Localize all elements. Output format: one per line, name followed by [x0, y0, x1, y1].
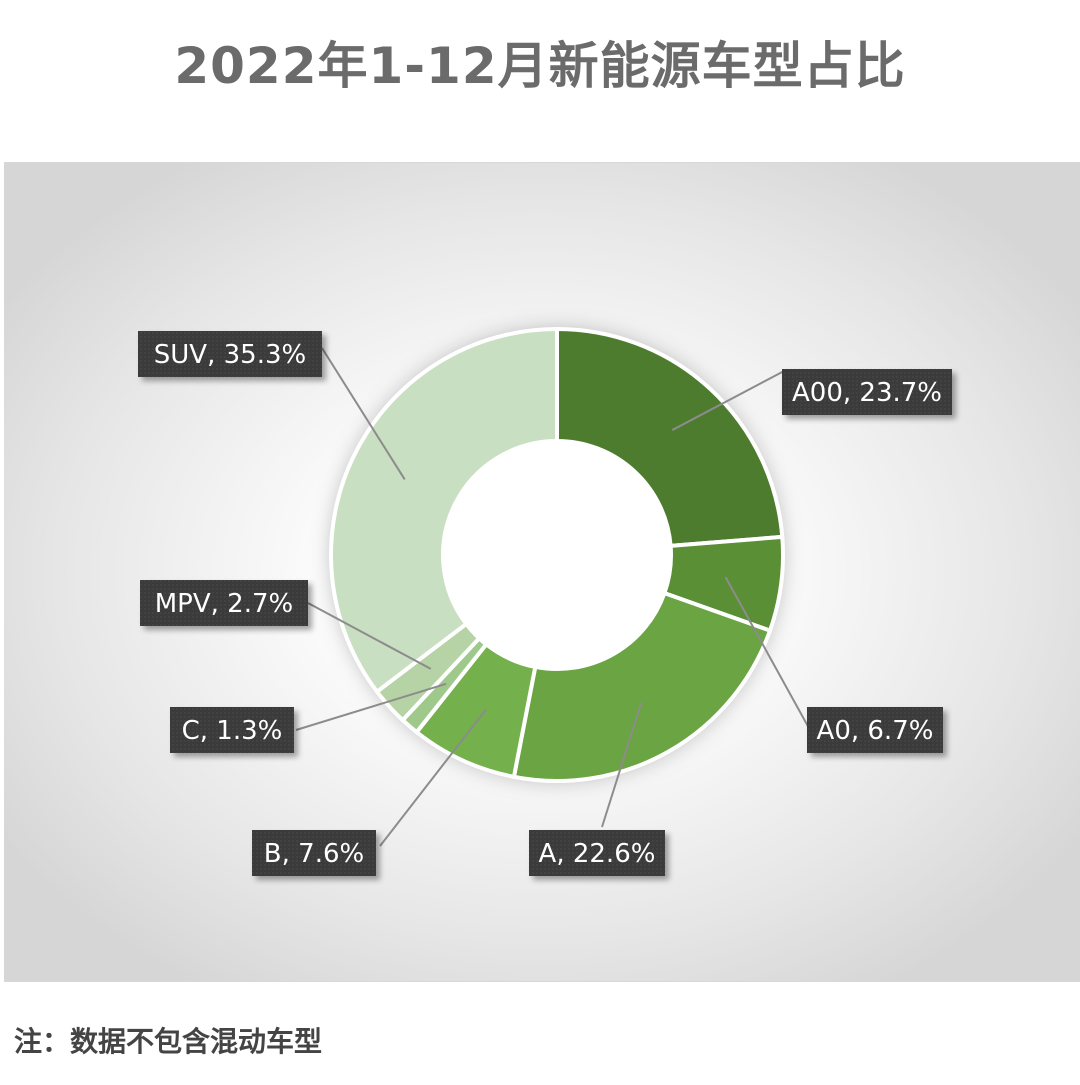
data-label-text: MPV, 2.7% [155, 589, 293, 619]
chart-title: 2022年1-12月新能源车型占比 [174, 37, 906, 95]
data-label-a: A, 22.6% [529, 830, 665, 876]
data-label-text: A00, 23.7% [792, 378, 942, 408]
leader-line-a00 [671, 369, 787, 431]
data-label-box [807, 707, 943, 753]
data-label-box [138, 331, 322, 377]
data-label-text: SUV, 35.3% [154, 340, 306, 370]
slice-a [511, 590, 773, 783]
leader-line-b [379, 708, 487, 847]
data-label-text: A, 22.6% [539, 839, 656, 869]
data-labels: A00, 23.7% A0, 6.7% A, 22.6% B, 7.6% C, 1.3%… [138, 331, 952, 876]
leader-lines [295, 347, 811, 847]
data-label-c: C, 1.3% [170, 707, 294, 753]
data-label-b: B, 7.6% [252, 830, 376, 876]
leader-line-a [601, 702, 643, 828]
slice-a00 [555, 326, 785, 549]
slice-suv [329, 326, 559, 695]
data-label-a0: A0, 6.7% [807, 707, 943, 753]
leader-line-a0 [724, 576, 811, 731]
leader-line-suv [321, 347, 406, 480]
leader-line-mpv [307, 602, 432, 670]
data-label-a00: A00, 23.7% [782, 369, 952, 415]
data-label-box [529, 830, 665, 876]
data-label-text: C, 1.3% [182, 716, 283, 746]
data-label-text: A0, 6.7% [817, 716, 934, 746]
data-label-box [782, 369, 952, 415]
data-label-box [252, 830, 376, 876]
slices-layer [329, 326, 785, 783]
data-label-box [140, 580, 308, 626]
leader-line-c [295, 682, 447, 731]
data-label-suv: SUV, 35.3% [138, 331, 322, 377]
data-label-mpv: MPV, 2.7% [140, 580, 308, 626]
data-label-text: B, 7.6% [264, 839, 364, 869]
data-label-box [170, 707, 294, 753]
footnote: 注：数据不包含混动车型 [14, 1025, 323, 1058]
